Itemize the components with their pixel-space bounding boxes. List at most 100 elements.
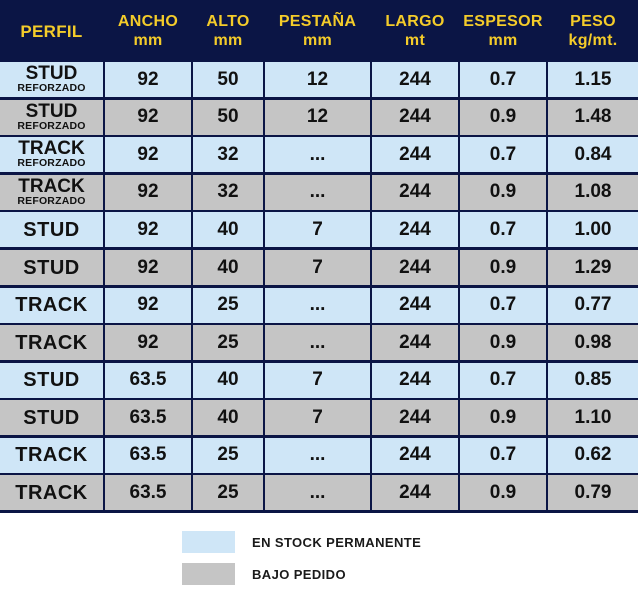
cell-espesor: 0.9	[460, 99, 546, 135]
header-ancho: ANCHO mm	[117, 13, 179, 49]
table-row: STUD 63.5 40 7 244 0.9 1.10	[0, 400, 638, 435]
cell-peso: 1.10	[548, 400, 638, 435]
legend-swatch-pedido	[182, 563, 235, 585]
legend-label: BAJO PEDIDO	[252, 566, 346, 582]
cell-ancho: 63.5	[105, 437, 191, 473]
cell-ancho: 92	[105, 99, 191, 135]
cell-perfil: TRACK	[0, 325, 103, 360]
table-row: STUD REFORZADO 92 50 12 244 0.7 1.15	[0, 62, 638, 97]
legend-label: EN STOCK PERMANENTE	[252, 534, 422, 550]
cell-pestana: ...	[265, 437, 370, 473]
cell-peso: 1.29	[548, 250, 638, 285]
cell-perfil: STUD	[0, 362, 103, 398]
cell-pestana: 7	[265, 362, 370, 398]
table-row: TRACK REFORZADO 92 32... 244 0.9 1.08	[0, 174, 638, 210]
cell-alto: 32	[193, 137, 263, 172]
cell-alto: 40	[193, 212, 263, 247]
cell-pestana: ...	[265, 287, 370, 323]
cell-ancho: 63.5	[105, 475, 191, 510]
cell-perfil: STUD	[0, 400, 103, 435]
cell-alto: 50	[193, 99, 263, 135]
cell-perfil: STUD	[0, 250, 103, 285]
perfil-name: TRACK	[18, 138, 85, 159]
cell-peso: 1.48	[548, 99, 638, 135]
cell-peso: 1.15	[548, 62, 638, 97]
cell-largo: 244	[372, 174, 458, 210]
cell-largo: 244	[372, 437, 458, 473]
cell-alto: 50	[193, 62, 263, 97]
perfil-name: STUD	[25, 63, 78, 84]
cell-pestana: 7	[265, 400, 370, 435]
cell-largo: 244	[372, 99, 458, 135]
cell-espesor: 0.7	[460, 437, 546, 473]
cell-peso: 1.08	[548, 174, 638, 210]
header-espesor: ESPESOR mm	[463, 13, 543, 49]
cell-peso: 0.77	[548, 287, 638, 323]
cell-ancho: 92	[105, 287, 191, 323]
header-perfil: PERFIL	[20, 21, 83, 41]
cell-alto: 40	[193, 250, 263, 285]
cell-espesor: 0.7	[460, 62, 546, 97]
cell-largo: 244	[372, 362, 458, 398]
header-pestana: PESTAÑA mm	[278, 13, 357, 49]
cell-ancho: 92	[105, 212, 191, 247]
cell-peso: 1.00	[548, 212, 638, 247]
header-peso: PESO kg/mt.	[568, 13, 618, 49]
cell-espesor: 0.9	[460, 475, 546, 510]
table-row: STUD 63.5 40 7 244 0.7 0.85	[0, 362, 638, 398]
cell-ancho: 92	[105, 137, 191, 172]
cell-largo: 244	[372, 325, 458, 360]
cell-alto: 25	[193, 437, 263, 473]
perfil-name: TRACK	[15, 294, 88, 316]
legend: EN STOCK PERMANENTE BAJO PEDIDO	[0, 513, 638, 593]
cell-peso: 0.79	[548, 475, 638, 510]
perfil-name: STUD	[23, 218, 80, 241]
header-alto: ALTO mm	[206, 13, 250, 49]
cell-pestana: 12	[265, 99, 370, 135]
cell-ancho: 92	[105, 250, 191, 285]
cell-espesor: 0.7	[460, 137, 546, 172]
cell-ancho: 63.5	[105, 400, 191, 435]
perfil-subtype: REFORZADO	[17, 157, 86, 169]
cell-alto: 40	[193, 362, 263, 398]
cell-peso: 0.62	[548, 437, 638, 473]
cell-espesor: 0.9	[460, 250, 546, 285]
profile-spec-table: PERFIL ANCHO mm ALTO mm PESTAÑA mm LARGO mt E…	[0, 0, 638, 513]
cell-alto: 32	[193, 174, 263, 210]
cell-alto: 40	[193, 400, 263, 435]
cell-pestana: 7	[265, 250, 370, 285]
table-row: STUD REFORZADO 92 50 12 244 0.9 1.48	[0, 99, 638, 135]
cell-largo: 244	[372, 137, 458, 172]
table-row: STUD 92 40 7 244 0.7 1.00	[0, 212, 638, 247]
cell-espesor: 0.7	[460, 212, 546, 247]
perfil-name: TRACK	[15, 444, 88, 466]
perfil-name: TRACK	[15, 331, 88, 354]
table-row: TRACK 92 25... 244 0.7 0.77	[0, 287, 638, 323]
cell-largo: 244	[372, 62, 458, 97]
cell-ancho: 92	[105, 325, 191, 360]
cell-ancho: 63.5	[105, 362, 191, 398]
cell-pestana: ...	[265, 325, 370, 360]
legend-swatch-stock	[182, 531, 235, 553]
cell-espesor: 0.9	[460, 400, 546, 435]
cell-alto: 25	[193, 287, 263, 323]
perfil-name: STUD	[23, 256, 80, 279]
table-row: TRACK 92 25... 244 0.9 0.98	[0, 325, 638, 360]
perfil-subtype: REFORZADO	[17, 194, 86, 207]
table-row: TRACK 63.5 25... 244 0.7 0.62	[0, 437, 638, 473]
cell-largo: 244	[372, 250, 458, 285]
cell-ancho: 92	[105, 174, 191, 210]
cell-espesor: 0.9	[460, 174, 546, 210]
perfil-subtype: REFORZADO	[17, 82, 86, 94]
cell-perfil: TRACK	[0, 437, 103, 473]
cell-peso: 0.85	[548, 362, 638, 398]
cell-perfil: STUD	[0, 212, 103, 247]
legend-item-stock: EN STOCK PERMANENTE	[182, 531, 421, 553]
cell-largo: 244	[372, 212, 458, 247]
cell-perfil: TRACK REFORZADO	[0, 174, 103, 210]
cell-peso: 0.84	[548, 137, 638, 172]
perfil-name: STUD	[23, 369, 80, 391]
cell-perfil: STUD REFORZADO	[0, 62, 103, 97]
table-row: STUD 92 40 7 244 0.9 1.29	[0, 250, 638, 285]
cell-alto: 25	[193, 325, 263, 360]
